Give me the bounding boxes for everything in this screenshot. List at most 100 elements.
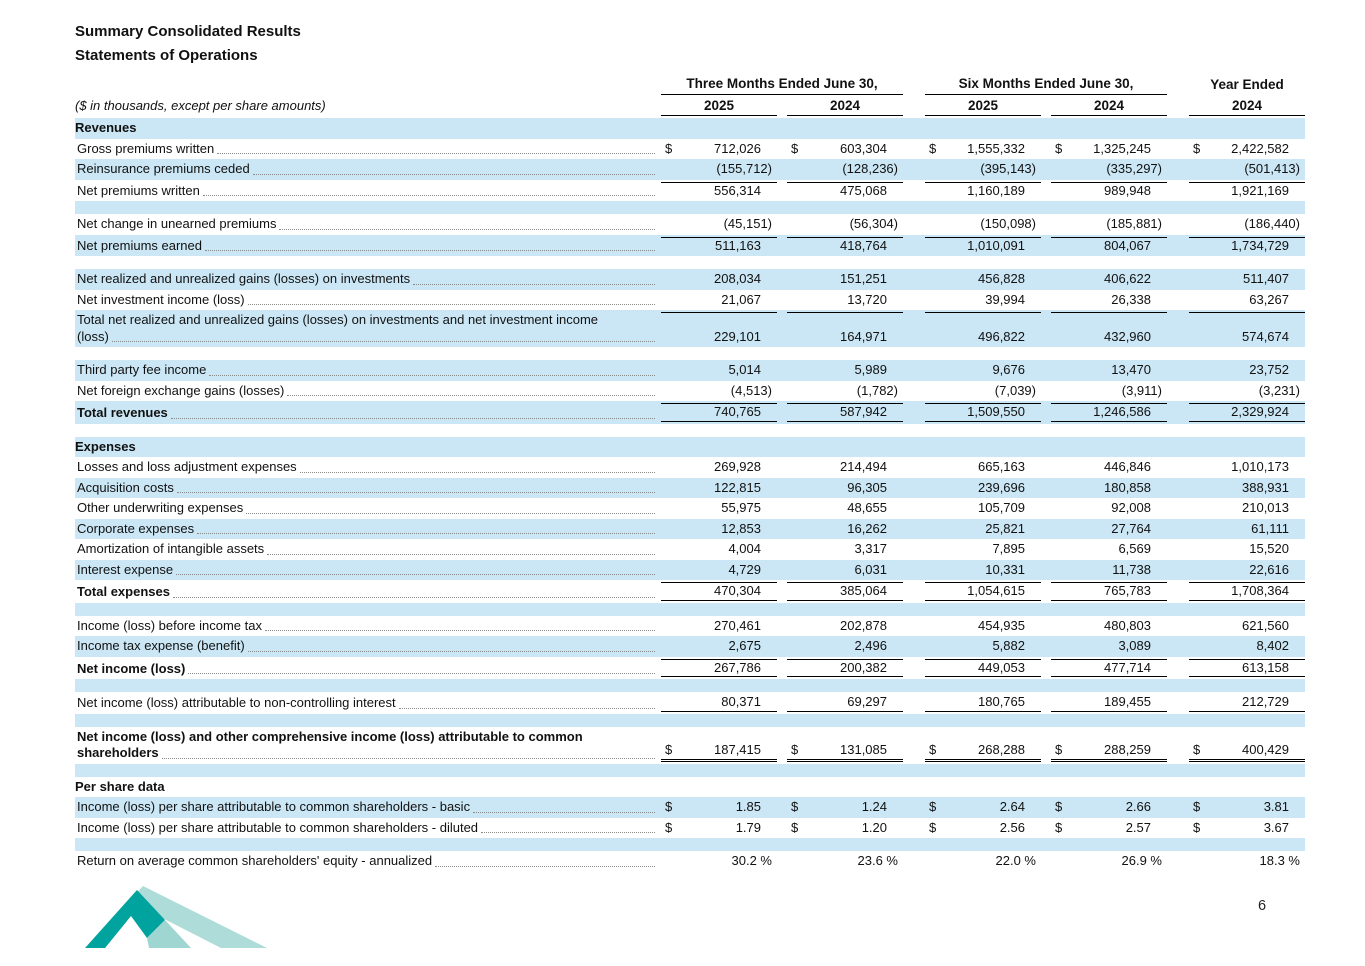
row-label: Acquisition costs [75, 480, 661, 497]
cell-value: 23.6 % [857, 853, 898, 868]
cell-value: 30.2 % [731, 853, 772, 868]
cell-value: 5,989 [854, 362, 887, 377]
cell-value: 2.57 [1125, 819, 1151, 835]
value-cell: 1,921,169 [1189, 181, 1305, 200]
table-row: Net investment income (loss) 21,067 13,720… [75, 290, 1305, 311]
cell-value: 8,402 [1256, 638, 1289, 653]
value-cell: 587,942 [787, 403, 903, 422]
row-label-line: Net premiums written [77, 183, 661, 200]
cell-value: 131,085 [840, 742, 887, 757]
value-cell: 5,989 [787, 362, 903, 379]
cell-value: 187,415 [714, 742, 761, 757]
cell-value: 80,371 [721, 694, 761, 709]
cell-value: 1,054,615 [967, 583, 1025, 598]
currency-symbol: $ [1193, 799, 1201, 814]
table-row: Total expenses 470,304 385,064 1,054,615 765… [75, 580, 1305, 603]
dot-leader [264, 630, 655, 631]
value-cell: 15,520 [1189, 541, 1305, 558]
row-label: Net income (loss) attributable to non-co… [75, 695, 661, 712]
cell-value: 2,496 [854, 638, 887, 653]
row-label-text: Income (loss) per share attributable to … [77, 799, 471, 814]
dot-leader [435, 865, 655, 867]
spacer-row [75, 838, 1305, 851]
cell-value: 105,709 [978, 500, 1025, 515]
cell-value: 385,064 [840, 583, 887, 598]
table-row: Income tax expense (benefit) 2,675 2,496 5,… [75, 636, 1305, 657]
table-row: Total revenues 740,765 587,942 1,509,550 1,2… [75, 401, 1305, 424]
dot-leader [172, 596, 655, 598]
row-label-text: Net income (loss) attributable to non-co… [77, 695, 396, 710]
table-body: Revenues Gross premiums written $712,026 $6… [75, 118, 1305, 872]
value-cell: 239,696 [925, 480, 1041, 497]
row-label-text: Amortization of intangible assets [77, 541, 265, 556]
cell-value: 9,676 [992, 362, 1025, 377]
value-cell: 22,616 [1189, 562, 1305, 579]
value-cell: 26.9 % [1051, 853, 1167, 870]
value-cell: 8,402 [1189, 638, 1305, 655]
cell-value: 7,895 [992, 541, 1025, 556]
currency-symbol: $ [929, 799, 937, 814]
value-cell: 2,329,924 [1189, 403, 1305, 422]
currency-symbol: $ [929, 140, 937, 156]
title-line-2: Statements of Operations [75, 47, 258, 64]
cell-value: 388,931 [1242, 479, 1289, 495]
row-label-text: Return on average common shareholders' e… [77, 853, 433, 868]
cell-value: 1,246,586 [1093, 404, 1151, 419]
cell-value: (128,236) [842, 161, 898, 176]
value-cell: $712,026 [661, 141, 777, 158]
value-cell: (3,231) [1189, 383, 1305, 400]
cell-value: 25,821 [985, 520, 1025, 536]
value-cell: 3,317 [787, 541, 903, 558]
value-cell: 105,709 [925, 500, 1041, 517]
row-label-line: Reinsurance premiums ceded [77, 161, 661, 178]
row-label-text: Net premiums earned [77, 237, 202, 253]
value-cell: 92,008 [1051, 500, 1167, 517]
company-logo [85, 880, 270, 948]
cell-value: 269,928 [714, 459, 761, 474]
cell-value: 1,010,091 [967, 237, 1025, 253]
value-cell: 1,160,189 [925, 181, 1041, 200]
cell-value: 2.66 [1125, 799, 1151, 814]
cell-value: 587,942 [840, 404, 887, 419]
value-cell: 6,031 [787, 562, 903, 579]
value-cell: $187,415 [661, 729, 777, 762]
cell-value: 3.81 [1263, 799, 1289, 814]
row-label-line: Net change in unearned premiums [77, 216, 661, 233]
table-row: Income (loss) per share attributable to … [75, 818, 1305, 839]
cell-value: 96,305 [847, 479, 887, 495]
cell-value: 151,251 [840, 271, 887, 286]
cell-value: 39,994 [985, 291, 1025, 307]
row-label: Losses and loss adjustment expenses [75, 459, 661, 476]
value-cell: 385,064 [787, 582, 903, 601]
currency-symbol: $ [791, 742, 799, 757]
value-cell: 4,004 [661, 541, 777, 558]
value-cell: 270,461 [661, 618, 777, 635]
value-cell: 5,014 [661, 362, 777, 379]
column-group-label: Three Months Ended June 30, [661, 76, 903, 95]
cell-value: 180,765 [978, 694, 1025, 709]
value-cell: 1,010,091 [925, 236, 1041, 255]
cell-value: 267,786 [714, 659, 761, 675]
value-cell: 27,764 [1051, 521, 1167, 538]
value-cell: $2,422,582 [1189, 141, 1305, 158]
cell-value: 239,696 [978, 479, 1025, 495]
cell-value: 1,509,550 [967, 404, 1025, 419]
value-cell: (155,712) [661, 161, 777, 178]
table-row: Net income (loss) attributable to non-co… [75, 692, 1305, 714]
value-cell: 48,655 [787, 500, 903, 517]
currency-symbol: $ [1193, 742, 1201, 757]
cell-value: 10,331 [985, 561, 1025, 577]
value-cell: $603,304 [787, 141, 903, 158]
value-cell: 1,054,615 [925, 582, 1041, 601]
row-label-line: Income (loss) per share attributable to … [77, 799, 661, 816]
year-header-row: ($ in thousands, except per share amount… [75, 98, 1305, 116]
cell-value: 1.79 [735, 819, 761, 835]
cell-value: 63,267 [1249, 291, 1289, 307]
row-label: Return on average common shareholders' e… [75, 853, 661, 870]
value-cell: 16,262 [787, 521, 903, 538]
value-cell: 2,496 [787, 638, 903, 655]
page-content: Summary Consolidated Results Statements … [75, 20, 1305, 872]
cell-value: 511,163 [714, 237, 761, 253]
value-cell: 23.6 % [787, 853, 903, 870]
cell-value: 12,853 [721, 520, 761, 536]
